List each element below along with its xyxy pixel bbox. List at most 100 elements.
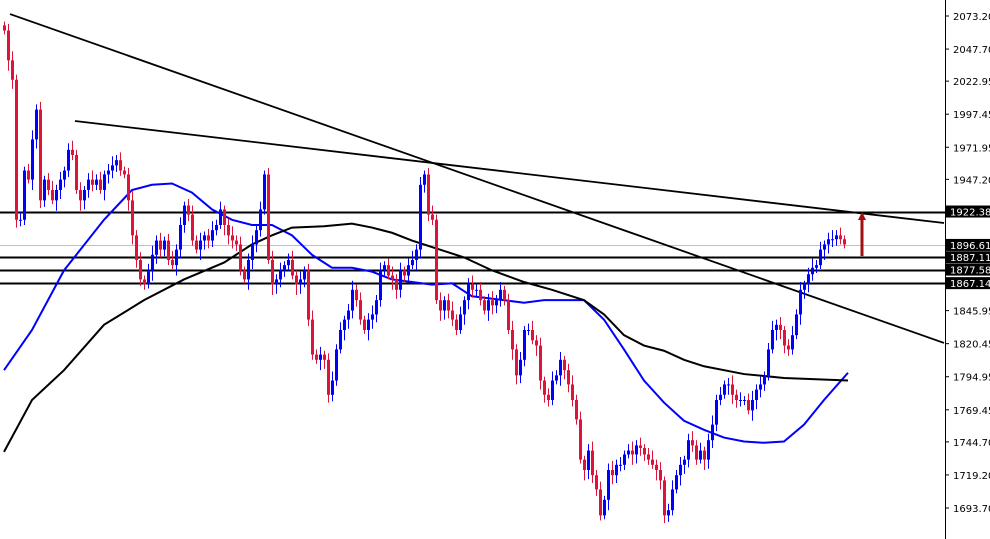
- candle-137: [551, 371, 554, 406]
- candle-25: [103, 170, 106, 201]
- candle-178: [715, 394, 718, 432]
- candle-body: [531, 329, 534, 341]
- candle-body: [667, 510, 670, 516]
- candle-118: [475, 284, 478, 297]
- candle-body: [819, 249, 822, 266]
- candle-body: [39, 109, 42, 201]
- candle-130: [523, 326, 526, 367]
- candle-body: [223, 209, 226, 225]
- candle-body: [779, 324, 782, 330]
- candle-193: [775, 319, 778, 341]
- candle-203: [815, 259, 818, 273]
- candle-55: [223, 205, 226, 236]
- candle-body: [71, 149, 74, 155]
- candle-body: [839, 235, 842, 240]
- candle-88: [355, 284, 358, 307]
- candle-body: [427, 174, 430, 215]
- candle-body: [807, 274, 810, 285]
- candle-body: [719, 394, 722, 400]
- candle-142: [571, 375, 574, 407]
- candle-body: [267, 174, 270, 260]
- candle-body: [567, 370, 570, 385]
- candle-107: [431, 205, 434, 225]
- candle-body: [407, 265, 410, 276]
- candle-134: [539, 337, 542, 390]
- candle-125: [503, 285, 506, 306]
- y-tick-label: 1693.70: [953, 504, 990, 515]
- candle-7: [31, 130, 34, 190]
- candle-169: [679, 457, 682, 486]
- candle-body: [635, 445, 638, 455]
- candle-body: [299, 279, 302, 285]
- candle-body: [59, 179, 62, 190]
- candle-39: [159, 232, 162, 258]
- candle-77: [311, 310, 314, 360]
- candle-35: [143, 275, 146, 290]
- candle-body: [383, 265, 386, 271]
- candle-body: [551, 380, 554, 400]
- candle-body: [795, 314, 798, 336]
- candle-104: [419, 177, 422, 259]
- candle-body: [783, 329, 786, 346]
- candle-body: [539, 345, 542, 381]
- candle-body: [523, 329, 526, 360]
- candle-body: [607, 469, 610, 500]
- candle-body: [415, 249, 418, 260]
- price-label-bg: [946, 277, 990, 290]
- candle-body: [307, 270, 310, 320]
- candle-body: [663, 480, 666, 516]
- candle-body: [739, 399, 742, 401]
- candle-86: [347, 304, 350, 329]
- candle-body: [55, 189, 58, 201]
- candle-56: [227, 218, 230, 245]
- candle-body: [327, 359, 330, 395]
- candle-body: [823, 244, 826, 250]
- candle-body: [247, 259, 250, 280]
- candle-body: [215, 224, 218, 231]
- candle-body: [563, 359, 566, 371]
- candle-body: [207, 235, 210, 241]
- candle-body: [275, 279, 278, 285]
- candle-155: [623, 450, 626, 470]
- candle-33: [135, 230, 138, 268]
- candle-119: [479, 282, 482, 306]
- candle-body: [619, 464, 622, 466]
- candle-body: [835, 235, 838, 240]
- candle-body: [163, 240, 166, 250]
- candle-19: [79, 182, 82, 211]
- candle-body: [591, 450, 594, 476]
- arrow-up-icon: [858, 212, 866, 221]
- candle-194: [779, 317, 782, 340]
- candle-body: [255, 230, 258, 245]
- candle-188: [755, 384, 758, 410]
- candle-body: [627, 450, 630, 455]
- candle-body: [227, 224, 230, 236]
- candle-body: [571, 384, 574, 400]
- candle-body: [495, 300, 498, 306]
- candle-body: [399, 270, 402, 290]
- candle-173: [695, 440, 698, 465]
- candle-body: [695, 445, 698, 460]
- candle-body: [287, 259, 290, 266]
- price-label: 1877.58: [950, 266, 990, 277]
- candle-body: [187, 205, 190, 215]
- candle-143: [575, 394, 578, 425]
- trendline-1: [74, 120, 945, 224]
- candle-body: [447, 300, 450, 311]
- candle-body: [379, 270, 382, 301]
- candle-8: [35, 104, 38, 149]
- candle-208: [835, 230, 838, 246]
- candle-46: [187, 199, 190, 222]
- candle-159: [639, 437, 642, 456]
- candle-62: [251, 235, 254, 270]
- candle-body: [707, 440, 710, 460]
- candle-body: [443, 300, 446, 311]
- candle-body: [99, 179, 102, 190]
- candle-body: [615, 464, 618, 476]
- candle-body: [703, 450, 706, 460]
- candle-18: [75, 149, 78, 194]
- candle-97: [391, 266, 394, 290]
- candle-164: [659, 462, 662, 490]
- candle-body: [611, 469, 614, 476]
- candle-body: [67, 149, 70, 171]
